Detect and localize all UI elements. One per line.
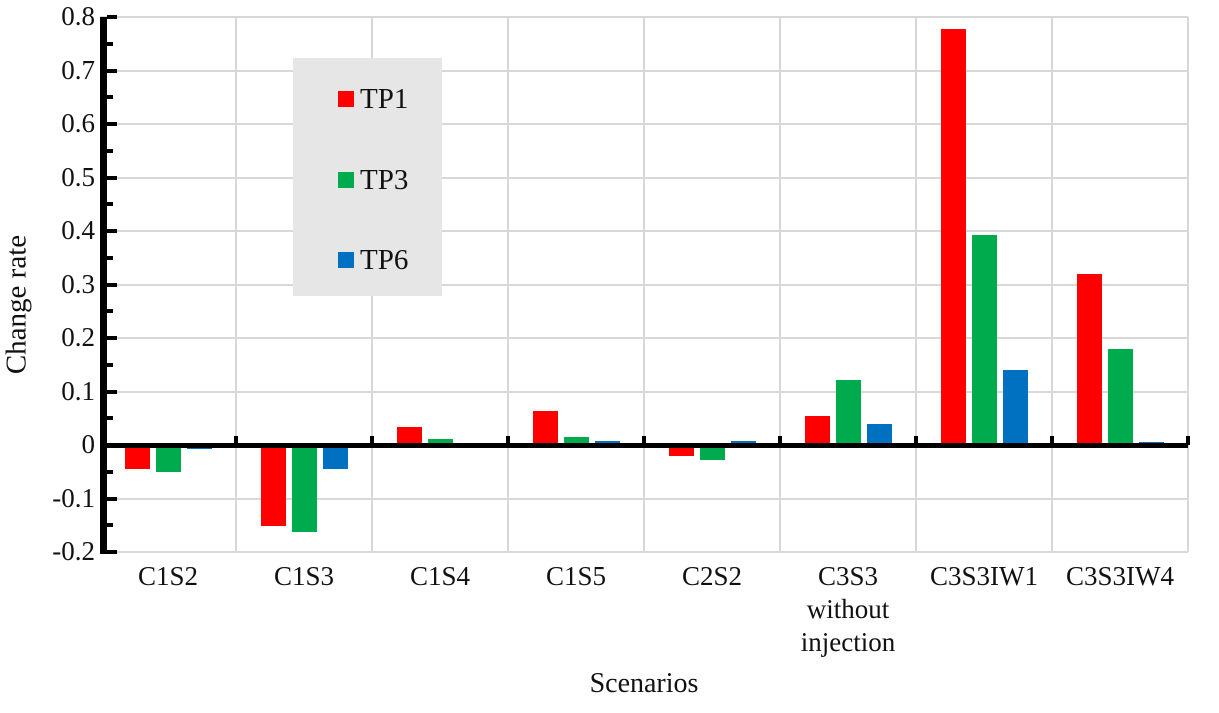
legend-item-TP3: TP3 [338,165,408,195]
plot-area [100,16,1190,553]
y-axis-major-tick [107,282,117,287]
bar-TP1-C1S5 [533,410,558,445]
y-axis-major-tick [107,229,117,233]
y-axis-major-tick [107,389,117,394]
bar-TP6-C3S3 [867,424,892,445]
y-axis-major-tick [107,15,117,19]
gridline-vertical [915,17,917,552]
y-axis-tick-label: 0 [81,429,96,459]
x-axis-category-label: C1S4 [409,561,471,591]
y-axis-minor-tick [107,202,113,207]
y-axis-major-tick [107,496,117,501]
bar-TP3-C1S2 [156,445,181,472]
bar-TP1-C3S3IW1 [941,28,966,445]
x-axis-category-label: C3S3IW4 [1066,561,1174,591]
x-axis-tick [642,436,646,445]
legend: TP1 TP3 TP6 [293,58,442,296]
bar-TP1-C3S3 [805,415,830,445]
bar-TP3-C3S3 [836,379,861,445]
y-axis-title: Change rate [0,234,33,375]
x-axis-tick [506,436,510,445]
x-axis-tick [1050,436,1054,445]
y-axis-tick-label: -0.2 [52,536,95,566]
y-axis-minor-tick [107,469,113,474]
x-axis-tick [778,436,782,445]
x-axis-category-label: C3S3IW1 [930,561,1038,591]
legend-label: TP3 [360,163,409,196]
y-axis-major-tick [107,550,117,554]
bar-TP3-C3S3IW1 [972,234,997,445]
y-axis-tick-label: 0.8 [61,1,95,31]
x-axis-category-label: C1S5 [545,561,607,591]
x-axis-tick [914,436,918,445]
bar-TP3-C1S4 [428,439,453,445]
y-axis-minor-tick [107,148,113,153]
y-axis-major-tick [107,443,117,447]
legend-item-TP1: TP1 [338,84,408,114]
bar-TP1-C1S3 [261,445,286,527]
bar-TP6-C3S3IW1 [1003,370,1028,445]
bar-TP1-C2S2 [669,445,694,457]
y-axis-minor-tick [107,362,113,367]
y-axis-tick-label: 0.6 [61,108,95,138]
y-axis-tick-label: -0.1 [52,482,95,513]
legend-label: TP1 [360,82,409,115]
y-axis-tick-label: 0.1 [61,375,95,406]
y-axis-tick-label: 0.5 [61,161,95,192]
x-axis-category-label: C2S2 [681,561,743,591]
y-axis-minor-tick [107,523,113,528]
bar-TP1-C1S2 [125,445,150,470]
gridline-vertical [1051,17,1053,552]
y-axis-minor-tick [107,41,113,46]
bar-TP1-C1S4 [397,426,422,445]
x-axis-category-label: C1S3 [273,561,335,591]
bar-TP3-C2S2 [700,445,725,460]
bar-TP6-C1S3 [323,445,348,469]
x-axis-tick [1186,436,1190,445]
x-axis-title: Scenarios [589,668,699,699]
y-axis-tick-label: 0.2 [61,322,95,352]
bar-TP3-C3S3IW4 [1108,348,1133,445]
y-axis-major-tick [107,175,117,180]
legend-swatch-TP3 [338,172,354,188]
x-axis-tick [370,436,374,445]
gridline-vertical [1187,17,1189,552]
legend-swatch-TP1 [338,91,354,107]
y-axis-minor-tick [107,255,113,260]
gridline-vertical [235,17,237,552]
legend-label: TP6 [360,243,409,276]
y-axis-line [100,17,107,554]
gridline-vertical [643,17,645,552]
y-axis-tick-label: 0.7 [61,54,95,85]
x-axis-category-label: C3S3 without injection [800,561,896,657]
y-axis-major-tick [107,122,117,126]
y-axis-minor-tick [107,416,113,421]
legend-item-TP6: TP6 [338,245,408,275]
x-axis-category-label: C1S2 [137,561,199,591]
bar-TP1-C3S3IW4 [1077,273,1102,445]
x-axis-line [100,442,1188,448]
legend-swatch-TP6 [338,252,354,268]
y-axis-tick-label: 0.3 [61,268,95,299]
y-axis-major-tick [107,336,117,340]
bar-TP3-C1S3 [292,445,317,532]
gridline-horizontal [100,551,1188,553]
gridline-vertical [779,17,781,552]
gridline-vertical [507,17,509,552]
y-axis-minor-tick [107,95,113,100]
y-axis-minor-tick [107,309,113,314]
x-axis-tick [234,436,238,445]
bar-TP3-C1S5 [564,436,589,445]
y-axis-tick-label: 0.4 [61,215,95,245]
y-axis-major-tick [107,68,117,73]
